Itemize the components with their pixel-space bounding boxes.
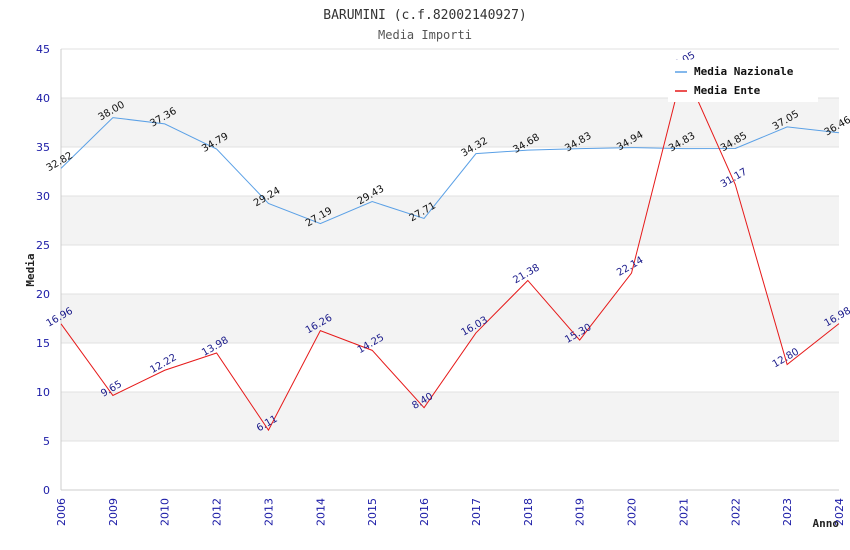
x-tick-label: 2023 — [781, 498, 794, 526]
y-tick-label: 10 — [36, 386, 50, 399]
y-tick-label: 15 — [36, 337, 50, 350]
x-tick-label: 2024 — [833, 498, 846, 526]
y-tick-label: 30 — [36, 190, 50, 203]
x-tick-label: 2019 — [574, 498, 587, 526]
grid-band — [61, 294, 839, 343]
x-tick-label: 2012 — [211, 498, 224, 526]
grid-band — [61, 392, 839, 441]
series-line-media-nazionale — [60, 117, 840, 225]
x-tick-label: 2009 — [107, 498, 120, 526]
y-tick-label: 20 — [36, 288, 50, 301]
y-axis-ticks: 0 5 10 15 20 25 30 35 40 45 — [36, 43, 50, 497]
data-label-ente: 12.22 — [148, 352, 178, 376]
series-line-media-ente — [60, 66, 840, 432]
x-tick-label: 2020 — [626, 498, 639, 526]
x-tick-label: 2006 — [55, 498, 68, 526]
x-tick-label: 2016 — [418, 498, 431, 526]
y-tick-label: 35 — [36, 141, 50, 154]
x-tick-label: 2013 — [262, 498, 275, 526]
x-tick-label: 2021 — [677, 498, 690, 526]
data-label-ente: 12.80 — [771, 346, 801, 370]
grid-band — [61, 196, 839, 245]
grid-band — [61, 98, 839, 147]
x-tick-label: 2017 — [470, 498, 483, 526]
chart-title: BARUMINI (c.f.82002140927) — [323, 8, 527, 23]
data-label-ente: 31.17 — [719, 166, 749, 190]
y-axis-title: Media — [24, 253, 37, 286]
x-axis-ticks: 2006 2009 2010 2012 2013 2014 2015 2016 2017 2018… — [55, 498, 846, 526]
y-tick-label: 40 — [36, 92, 50, 105]
x-tick-label: 2010 — [159, 498, 172, 526]
x-axis-title: Anno — [813, 517, 840, 530]
legend: Media Nazionale Media Ente — [668, 60, 818, 102]
legend-label-media-ente: Media Ente — [694, 84, 761, 97]
axes — [60, 49, 839, 491]
chart-subtitle: Media Importi — [378, 28, 472, 42]
y-tick-label: 0 — [43, 484, 50, 497]
data-label-ente: 21.38 — [511, 262, 541, 286]
y-tick-label: 45 — [36, 43, 50, 56]
y-tick-label: 25 — [36, 239, 50, 252]
legend-label-media-nazionale: Media Nazionale — [694, 65, 794, 78]
series-lines — [60, 66, 840, 432]
x-tick-label: 2015 — [366, 498, 379, 526]
x-tick-label: 2022 — [729, 498, 742, 526]
x-tick-label: 2014 — [314, 498, 327, 526]
legend-box — [668, 60, 818, 102]
y-tick-label: 5 — [43, 435, 50, 448]
x-tick-label: 2018 — [522, 498, 535, 526]
